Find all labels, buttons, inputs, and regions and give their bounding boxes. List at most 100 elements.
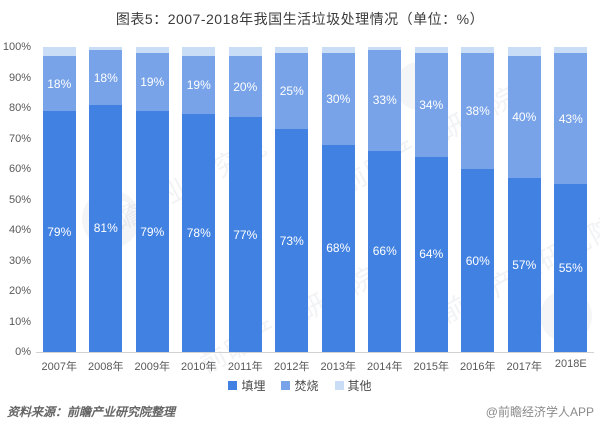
bar-column: 64% 34% xyxy=(408,47,455,352)
bar-segment-incineration: 34% xyxy=(414,53,448,157)
x-tick-label: 2015年 xyxy=(413,361,449,373)
bar-value-label: 81% xyxy=(93,221,118,236)
bar-value-label: 73% xyxy=(279,233,304,248)
bar-segment-other xyxy=(554,47,588,54)
bar-column: 73% 25% xyxy=(269,47,316,352)
bar-value-label: 68% xyxy=(326,241,351,256)
bar-segment-incineration: 33% xyxy=(368,50,402,151)
bar-value-label: 40% xyxy=(512,110,537,125)
bar-column: 57% 40% xyxy=(501,47,548,352)
bar-value-label: 60% xyxy=(465,253,490,268)
bar-stack: 81% 18% xyxy=(89,47,123,352)
y-tick-label: 50% xyxy=(8,193,31,206)
bar-stack: 79% 18% xyxy=(42,47,76,352)
bar-value-label: 34% xyxy=(419,97,444,112)
y-tick-label: 40% xyxy=(8,224,31,236)
bar-column: 60% 38% xyxy=(455,47,502,352)
bar-value-label: 66% xyxy=(372,244,397,259)
bar-segment-incineration: 43% xyxy=(554,53,588,185)
bar-column: 79% 19% xyxy=(129,47,176,352)
y-tick-label: 70% xyxy=(8,132,31,145)
bar-column: 55% 43% xyxy=(548,47,595,352)
bar-segment-other xyxy=(507,47,541,57)
bar-segment-landfill: 55% xyxy=(554,184,588,352)
x-tick-label: 2017年 xyxy=(506,361,542,373)
bar-segment-landfill: 57% xyxy=(507,178,541,352)
legend-swatch xyxy=(334,381,344,390)
bar-stack: 57% 40% xyxy=(507,47,541,352)
y-tick-label: 0% xyxy=(15,346,31,358)
bar-value-label: 19% xyxy=(186,78,211,93)
x-tick-label: 2016年 xyxy=(460,361,496,373)
bar-value-label: 55% xyxy=(558,261,583,276)
bar-segment-landfill: 60% xyxy=(461,169,495,352)
bar-segment-other xyxy=(135,47,169,54)
legend-item-landfill: 填埋 xyxy=(228,377,265,394)
x-tick-label: 2010年 xyxy=(181,361,217,373)
bar-value-label: 33% xyxy=(372,93,397,108)
y-tick-label: 30% xyxy=(8,254,31,267)
bar-stack: 73% 25% xyxy=(275,47,309,352)
bar-segment-incineration: 25% xyxy=(275,53,309,130)
bar-segment-incineration: 38% xyxy=(461,53,495,169)
bar-column: 77% 20% xyxy=(222,47,269,352)
bar-segment-other xyxy=(89,47,123,51)
bar-segment-landfill: 79% xyxy=(42,111,76,352)
bar-value-label: 18% xyxy=(93,70,118,85)
chart-title: 图表5：2007-2018年我国生活垃圾处理情况（单位：%） xyxy=(115,11,485,27)
bar-segment-landfill: 64% xyxy=(414,156,448,352)
bar-segment-landfill: 79% xyxy=(135,111,169,352)
bar-stack: 77% 20% xyxy=(228,47,262,352)
bar-segment-incineration: 40% xyxy=(507,56,541,179)
bar-segment-landfill: 77% xyxy=(228,117,262,352)
y-tick-label: 20% xyxy=(8,285,31,297)
x-tick-label: 2013年 xyxy=(320,361,356,373)
bar-stack: 60% 38% xyxy=(461,47,495,352)
bar-segment-other xyxy=(42,47,76,57)
bar-segment-other xyxy=(321,47,355,54)
x-tick-label: 2018E xyxy=(554,358,587,370)
bar-value-label: 20% xyxy=(233,79,258,94)
bar-segment-landfill: 78% xyxy=(182,114,216,352)
bar-value-label: 19% xyxy=(140,75,165,90)
bar-segment-incineration: 19% xyxy=(182,56,216,115)
legend-label: 焚烧 xyxy=(294,379,319,393)
x-tick-label: 2012年 xyxy=(274,361,310,373)
bar-value-label: 57% xyxy=(512,258,537,273)
bar-value-label: 18% xyxy=(47,76,72,91)
bar-value-label: 79% xyxy=(140,224,165,239)
legend-swatch xyxy=(228,381,238,390)
bar-segment-other xyxy=(414,47,448,54)
bar-stack: 78% 19% xyxy=(182,47,216,352)
bar-segment-other xyxy=(368,47,402,51)
legend-label: 填埋 xyxy=(241,379,266,393)
y-tick-label: 60% xyxy=(8,163,31,175)
source-note: 资料来源：前瞻产业研究院整理 xyxy=(7,405,176,419)
bar-segment-incineration: 30% xyxy=(321,53,355,145)
bar-value-label: 43% xyxy=(558,111,583,126)
y-tick-label: 100% xyxy=(2,41,31,53)
bar-value-label: 30% xyxy=(326,91,351,106)
bar-value-label: 79% xyxy=(47,224,72,239)
bar-stack: 68% 30% xyxy=(321,47,355,352)
bar-value-label: 78% xyxy=(186,226,211,241)
bar-column: 79% 18% xyxy=(36,47,83,352)
bar-segment-incineration: 19% xyxy=(135,53,169,112)
y-tick-label: 10% xyxy=(8,315,31,328)
plot-area: 79% 18% 81% 18% 79% 19% 78% 19% 77% 20% 73% 25% 68% 3… xyxy=(36,47,594,353)
bar-segment-other xyxy=(182,47,216,57)
bar-segment-landfill: 66% xyxy=(368,150,402,352)
bar-value-label: 38% xyxy=(465,104,490,119)
x-tick-label: 2014年 xyxy=(367,361,403,373)
legend: 填埋 焚烧 其他 xyxy=(0,377,600,394)
legend-item-incineration: 焚烧 xyxy=(281,377,319,394)
bar-segment-incineration: 20% xyxy=(228,56,262,118)
bar-column: 68% 30% xyxy=(315,47,362,352)
bar-column: 78% 19% xyxy=(176,47,223,352)
legend-swatch xyxy=(281,381,291,390)
x-tick-label: 2009年 xyxy=(134,361,170,373)
legend-item-other: 其他 xyxy=(334,377,372,394)
bar-stack: 55% 43% xyxy=(554,47,588,352)
bar-segment-incineration: 18% xyxy=(89,50,123,105)
